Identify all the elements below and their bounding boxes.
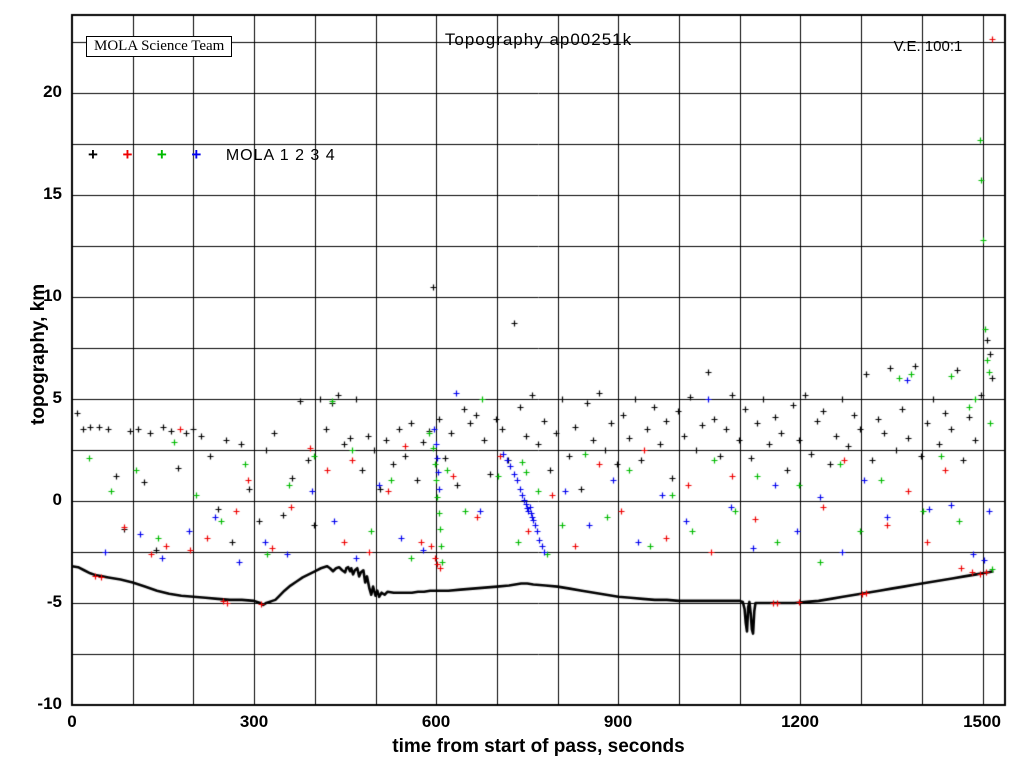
x-axis-label: time from start of pass, seconds [392,736,685,757]
legend-marker-mola2: + [122,145,133,164]
y-tick-0: 0 [52,490,62,509]
credit-box: MOLA Science Team [86,36,233,57]
x-tick-1200: 1200 [781,712,819,731]
y-tick-15: 15 [43,184,62,203]
x-tick-300: 300 [239,712,269,731]
x-tick-600: 600 [421,712,451,731]
y-tick-5: 5 [52,388,62,407]
x-tick-1500: 1500 [963,712,1001,731]
y-tick-neg10: -10 [37,694,62,713]
legend-marker-mola1: + [88,145,98,164]
x-tick-900: 900 [603,712,633,731]
y-tick-20: 20 [43,82,62,101]
y-tick-neg5: -5 [46,592,62,611]
legend-marker-mola4: + [191,145,202,164]
chart-title: Topography ap00251k [444,30,633,49]
y-tick-10: 10 [43,286,62,305]
x-tick-0: 0 [67,712,77,731]
vertical-exaggeration-label: V.E. 100:1 [893,38,963,55]
legend: + + + + MOLA 1 2 3 4 [88,145,336,165]
legend-label: MOLA 1 2 3 4 [225,147,336,164]
legend-marker-mola3: + [156,145,167,164]
